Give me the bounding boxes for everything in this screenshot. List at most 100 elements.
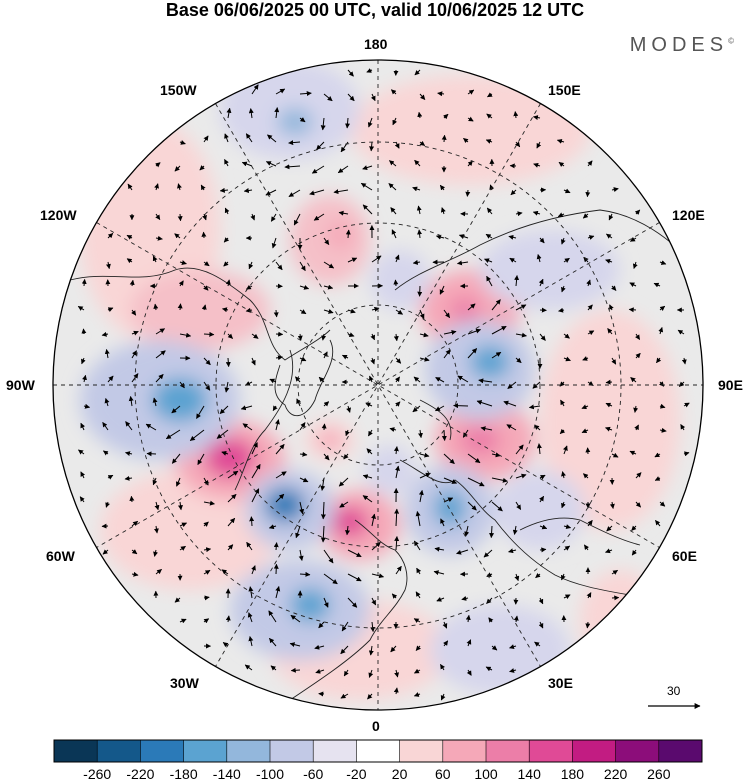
wind-vector: [347, 69, 354, 77]
wind-vector: [203, 521, 209, 527]
wind-vector: [155, 328, 166, 335]
wind-vector: [223, 237, 230, 243]
wind-vector: [538, 278, 544, 287]
wind-vector: [245, 133, 253, 143]
wind-vector: [560, 573, 566, 581]
wind-vector: [605, 258, 613, 264]
wind-vector: [241, 161, 253, 167]
colorbar-swatch: [183, 740, 228, 762]
wind-vector: [514, 573, 520, 582]
wind-vector: [419, 452, 430, 458]
wind-vector: [275, 261, 283, 271]
wind-vector: [659, 260, 667, 265]
wind-vector: [299, 477, 309, 483]
wind-vector: [419, 140, 426, 146]
wind-vector: [323, 597, 329, 608]
wind-vector: [536, 443, 542, 455]
colorbar-swatch: [572, 740, 617, 762]
wind-vector: [224, 207, 230, 215]
wind-vector: [154, 501, 160, 511]
wind-vector: [467, 160, 473, 167]
wind-vector: [434, 546, 445, 552]
wind-vector: [389, 427, 397, 432]
wind-vector: [371, 513, 376, 527]
wind-vector: [203, 357, 211, 366]
wind-vector: [435, 377, 445, 383]
wind-vector: [393, 279, 399, 287]
wind-vector: [435, 405, 445, 412]
wind-vector: [417, 429, 423, 439]
wind-vector: [606, 233, 613, 239]
wind-vector: [532, 210, 541, 216]
wind-vector: [221, 569, 229, 575]
wind-vector: [629, 282, 637, 288]
wind-vector: [558, 307, 565, 313]
wind-vector: [419, 309, 425, 320]
wind-vector: [419, 472, 431, 479]
wind-vector: [443, 309, 451, 319]
wind-vector: [609, 501, 615, 509]
wind-vector: [225, 279, 231, 287]
wind-vector: [466, 669, 472, 676]
wind-vector: [226, 107, 232, 119]
wind-vector: [126, 258, 133, 264]
wind-vector: [323, 309, 334, 314]
wind-vector: [321, 333, 327, 341]
wind-vector: [126, 234, 133, 240]
wind-vector: [486, 275, 493, 287]
wind-vector: [275, 443, 285, 455]
wind-vector: [271, 237, 277, 249]
wind-vector: [175, 477, 181, 487]
wind-vector: [556, 138, 565, 144]
wind-vector: [370, 621, 376, 633]
wind-vector: [78, 449, 85, 455]
wind-vector: [653, 282, 661, 288]
colorbar-swatch: [54, 740, 98, 762]
wind-vector: [413, 376, 421, 383]
wind-vector: [563, 445, 568, 455]
wind-vector: [439, 184, 446, 191]
wind-vector: [635, 472, 642, 479]
wind-vector: [250, 213, 256, 221]
wind-vector: [413, 618, 421, 624]
wind-vector: [656, 357, 662, 364]
colorbar-label: 20: [391, 766, 408, 782]
wind-vector: [480, 426, 493, 432]
wind-vector: [611, 452, 619, 458]
wind-vector: [77, 305, 85, 311]
wind-vector: [658, 326, 664, 335]
wind-vector: [390, 89, 397, 95]
wind-vector: [323, 261, 335, 269]
wind-vector: [456, 549, 469, 555]
wind-vector: [539, 237, 545, 244]
wind-vector: [491, 325, 507, 335]
wind-vector: [127, 183, 133, 191]
wind-vector: [223, 261, 229, 267]
wind-vector: [467, 453, 481, 464]
wind-vector: [227, 470, 239, 479]
wind-vector: [345, 429, 350, 437]
wind-vector: [539, 524, 548, 530]
wind-vector: [587, 235, 595, 240]
wind-vector: [247, 612, 253, 623]
wind-vector: [129, 495, 135, 503]
wind-vector: [419, 332, 429, 338]
colorbar-swatch: [399, 740, 444, 762]
wind-vector: [155, 568, 162, 575]
wind-vector: [419, 93, 426, 100]
wind-vector: [583, 473, 589, 479]
wind-vector: [323, 401, 330, 407]
wind-vector: [81, 278, 87, 287]
wind-vector: [323, 93, 333, 102]
wind-vector: [515, 501, 522, 510]
wind-vector: [488, 617, 494, 623]
wind-vector: [189, 429, 205, 442]
wind-vector: [415, 645, 421, 651]
wind-vector: [197, 453, 205, 466]
colorbar-label: -220: [126, 766, 155, 782]
wind-vector: [371, 597, 377, 606]
wind-vector: [515, 473, 527, 479]
wind-vector: [395, 565, 402, 575]
wind-vector: [390, 207, 397, 215]
wind-vector: [415, 591, 421, 599]
